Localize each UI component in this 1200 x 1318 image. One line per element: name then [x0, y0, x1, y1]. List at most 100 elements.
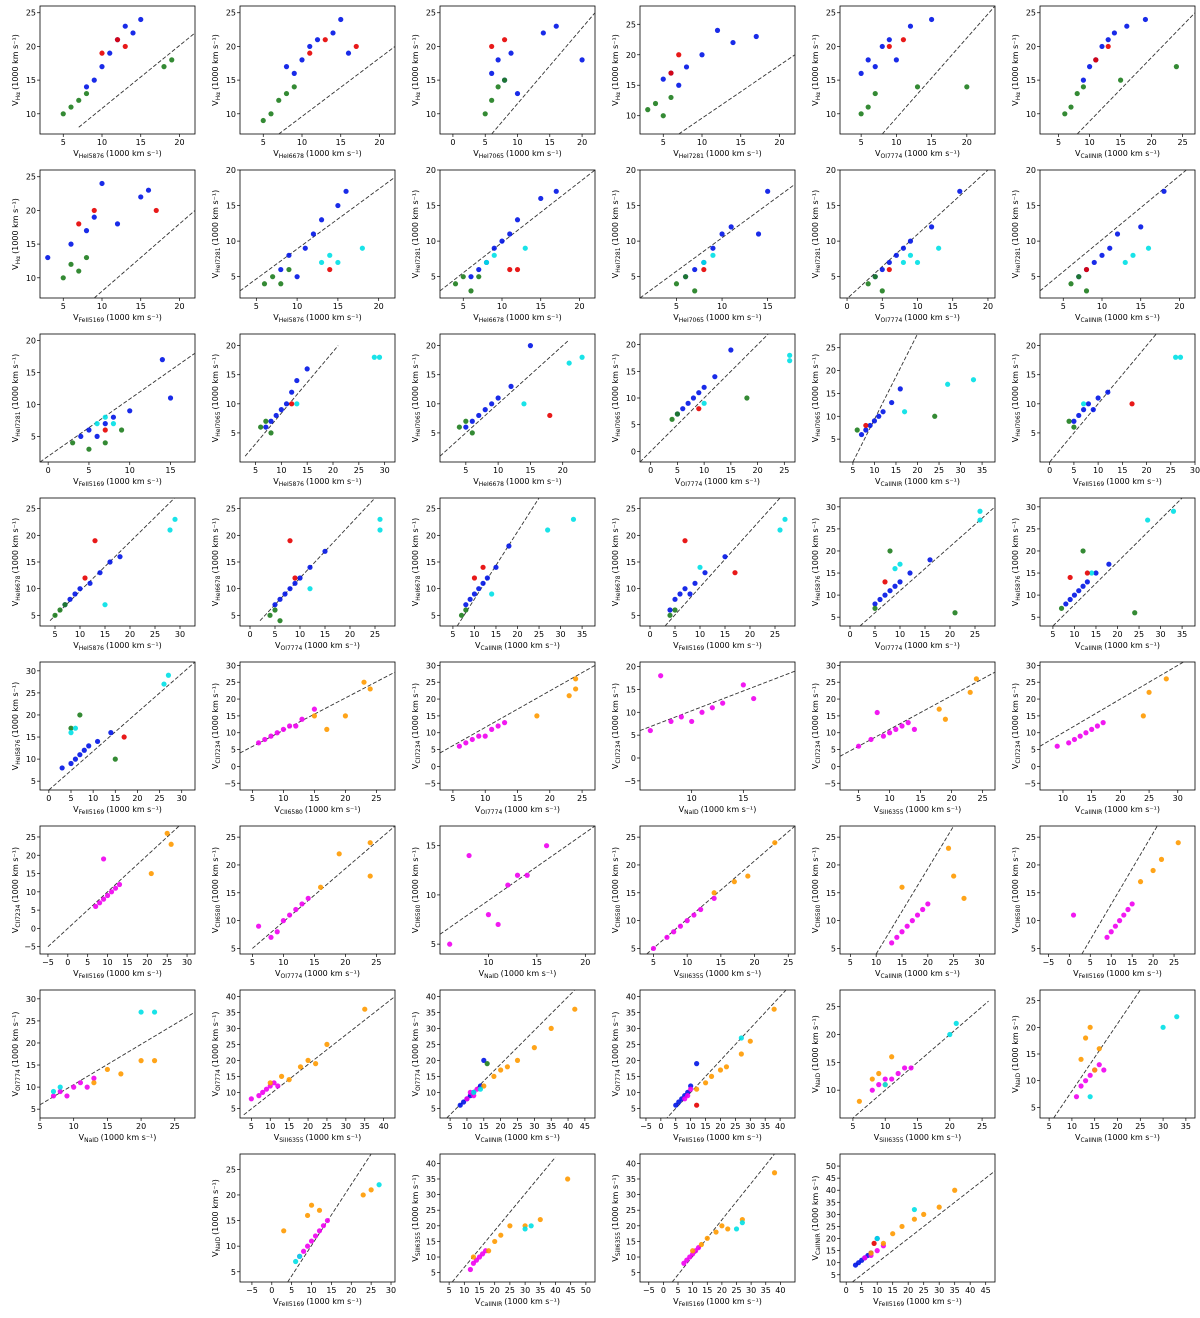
label-unit: (1000 km s⁻¹): [904, 149, 960, 158]
data-point: [299, 57, 305, 63]
x-tick-label: 20: [496, 1122, 506, 1131]
data-point: [456, 743, 462, 749]
x-tick-label: 25: [1166, 466, 1176, 475]
label-subscript: FeII5169: [1079, 481, 1105, 488]
x-tick-label: 10: [682, 958, 692, 967]
y-tick-label: 10: [226, 1088, 236, 1097]
data-point: [872, 605, 878, 611]
plot-frame: [639, 825, 796, 955]
data-point: [122, 43, 128, 50]
x-tick-label: 30: [520, 1286, 530, 1295]
data-point: [685, 1093, 691, 1099]
plot-area: [1052, 498, 1183, 626]
data-point: [362, 1006, 368, 1012]
data-point: [739, 1220, 745, 1226]
x-tick-label: 15: [702, 1286, 712, 1295]
data-point: [1114, 231, 1121, 237]
x-tick-label: 25: [512, 1122, 522, 1131]
y-tick-label: 20: [826, 695, 836, 704]
y-tick-label: 25: [226, 833, 236, 842]
x-tick-label: 5: [250, 958, 255, 967]
data-point: [359, 245, 365, 251]
label-unit: (1000 km s⁻¹): [706, 313, 762, 322]
data-point: [524, 872, 530, 878]
y-tick-label: 15: [26, 1061, 36, 1070]
data-point: [899, 929, 905, 935]
x-tick-label: 5: [848, 958, 853, 967]
data-point: [1084, 570, 1090, 576]
x-tick-label: 5: [249, 1122, 254, 1131]
data-point: [514, 1057, 521, 1063]
x-tick-label: 25: [370, 630, 380, 639]
label-unit: (1000 km s⁻¹): [811, 190, 820, 246]
x-tick-label: 20: [174, 302, 184, 311]
y-tick-label: 20: [826, 1235, 836, 1244]
label-subscript: FeII5169: [679, 1301, 705, 1308]
data-point: [293, 1258, 299, 1265]
reference-line: [1076, 12, 1195, 134]
data-point: [452, 281, 459, 287]
x-tick-label: 15: [165, 466, 175, 475]
x-tick-label: 20: [136, 1122, 146, 1131]
x-tick-label: 10: [462, 1122, 472, 1131]
y-tick-label: 20: [226, 342, 236, 351]
y-tick-label: 20: [26, 711, 36, 720]
y-tick-label: 20: [1026, 861, 1036, 870]
data-point: [908, 1065, 914, 1071]
x-axis-label: VCaIINIR (1000 km s⁻¹): [875, 477, 960, 488]
x-tick-label: 10: [912, 302, 922, 311]
label-base: V: [475, 641, 481, 650]
label-unit: (1000 km s⁻¹): [504, 1297, 560, 1306]
plot-frame: [839, 825, 996, 955]
x-tick-label: 25: [783, 958, 793, 967]
data-point: [690, 1248, 696, 1254]
data-point: [720, 700, 726, 706]
data-point: [458, 612, 465, 618]
label-unit: (1000 km s⁻¹): [304, 641, 360, 650]
data-point: [907, 238, 914, 244]
data-point: [911, 1206, 918, 1213]
data-point: [278, 281, 284, 287]
data-point: [865, 104, 871, 110]
y-axis-label: VHeI7281(1000 km s⁻¹): [1011, 190, 1022, 278]
plot-area: [260, 16, 395, 134]
data-point: [469, 418, 475, 424]
data-point: [1094, 723, 1101, 729]
data-point: [492, 1238, 498, 1245]
x-axis-label: VFeII5169 (1000 km s⁻¹): [873, 1297, 962, 1308]
label-subscript: CaIINIR: [480, 645, 502, 652]
x-tick-label: 20: [374, 138, 384, 147]
x-axis-label: VOI7774 (1000 km s⁻¹): [275, 969, 360, 980]
data-point: [87, 580, 93, 586]
label-subscript: CII7234: [215, 740, 222, 763]
plot-area: [446, 990, 578, 1118]
label-unit: (1000 km s⁻¹): [11, 34, 20, 90]
label-unit: (1000 km s⁻¹): [306, 149, 362, 158]
x-axis-label: VOI7774 (1000 km s⁻¹): [875, 641, 960, 652]
y-tick-label: 15: [426, 202, 436, 211]
x-tick-label: 20: [174, 138, 184, 147]
x-tick-label: 10: [88, 794, 98, 803]
y-tick-label: 15: [226, 371, 236, 380]
data-point: [723, 1064, 730, 1070]
label-unit: (1000 km s⁻¹): [1011, 354, 1020, 410]
data-point: [324, 1217, 331, 1224]
y-tick-label: 5: [431, 746, 436, 755]
data-point: [1071, 736, 1078, 743]
data-point: [161, 681, 167, 687]
x-tick-label: 20: [577, 138, 587, 147]
reference-line: [252, 826, 395, 949]
label-subscript: HeI7065: [679, 317, 704, 324]
data-point: [1068, 104, 1074, 110]
x-tick-label: 10: [699, 466, 709, 475]
y-tick-label: 20: [826, 547, 836, 556]
x-tick-label: 15: [1091, 630, 1101, 639]
data-point: [275, 1083, 281, 1089]
x-tick-label: 5: [673, 1122, 678, 1131]
data-point: [1071, 424, 1077, 430]
label-subscript: Hα: [215, 92, 222, 101]
data-point: [1104, 934, 1110, 940]
